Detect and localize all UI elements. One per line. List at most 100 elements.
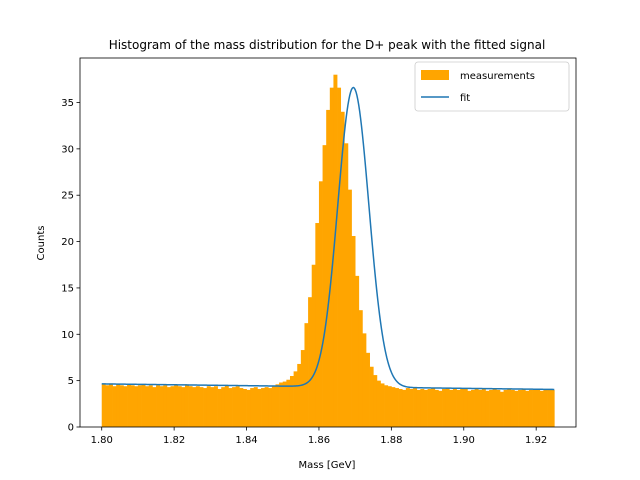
histogram-bar [112, 386, 117, 427]
histogram-bar [394, 388, 399, 427]
histogram-bar [518, 389, 523, 427]
plot-frame [79, 57, 577, 428]
histogram-bar [550, 389, 555, 427]
histogram-bar [413, 388, 418, 427]
histogram-bar [119, 385, 124, 427]
y-tick-label: 10 [61, 330, 74, 341]
histogram-bar [402, 389, 407, 427]
histogram-bar [250, 388, 255, 427]
histogram-bar [159, 386, 164, 427]
histogram-bar [525, 390, 530, 427]
histogram-bar [405, 388, 410, 427]
y-axis-ticks: 0 5 10 15 20 25 30 35 [61, 98, 80, 434]
histogram-bar [261, 388, 265, 427]
histogram-bar [460, 388, 465, 427]
histogram-bar [467, 390, 472, 427]
histogram-bar [279, 382, 284, 427]
histogram-bar [380, 383, 385, 427]
histogram-bar [246, 389, 251, 427]
histogram-bar [130, 385, 135, 427]
fit-line [101, 86, 555, 391]
legend-label-fit: fit [460, 93, 470, 104]
histogram-bar [471, 389, 475, 427]
histogram-bar [308, 297, 313, 427]
histogram-bar [431, 388, 436, 427]
histogram-bar [481, 388, 486, 427]
histogram-bar [514, 390, 519, 427]
histogram-bar [543, 389, 548, 427]
histogram-bar [181, 387, 186, 427]
legend-label-measurements: measurements [460, 71, 535, 82]
histogram-bar [409, 388, 414, 427]
histogram-bar [232, 387, 237, 427]
histogram-bar [337, 87, 342, 428]
histogram-bar [521, 388, 526, 427]
histogram-bar [192, 387, 197, 427]
histogram-bar [177, 386, 182, 427]
y-axis-label: Counts [36, 226, 47, 261]
histogram-bar [166, 387, 171, 427]
histogram-bar [351, 236, 356, 427]
histogram-bar [105, 385, 110, 427]
histogram-bar [369, 366, 374, 427]
histogram-bar [217, 388, 222, 427]
histogram-bar [507, 388, 512, 427]
histogram-bar [333, 74, 338, 427]
histogram-bar [366, 352, 370, 427]
y-tick-label: 25 [61, 191, 74, 202]
histogram-bar [503, 389, 508, 427]
histogram-bar [445, 388, 450, 427]
histogram-bar [224, 385, 229, 427]
histogram-bar [347, 189, 352, 427]
histogram-bar [127, 384, 132, 427]
histogram-bar [362, 333, 367, 427]
histogram-bar [536, 389, 541, 427]
histogram-bar [387, 386, 392, 427]
histogram-bar [456, 389, 461, 427]
histogram-bar [510, 389, 515, 427]
histogram-bar [148, 385, 153, 427]
histogram-bar [268, 388, 273, 427]
histogram-bar [355, 275, 360, 427]
histogram-bar [478, 389, 483, 427]
histogram-bar [199, 387, 204, 427]
y-tick-label: 35 [61, 98, 74, 109]
histogram-bar [145, 386, 150, 427]
y-tick-label: 5 [68, 376, 74, 387]
histogram-bar [271, 386, 276, 427]
histogram-bar [221, 387, 226, 427]
histogram-bar [206, 386, 211, 427]
x-tick-label: 1.88 [380, 435, 402, 446]
histogram-bar [137, 385, 142, 427]
histogram-bar [203, 388, 208, 427]
histogram-bar [398, 388, 403, 427]
histogram-bar [373, 375, 378, 427]
histogram-bar [376, 380, 381, 427]
histogram-bar [423, 389, 428, 427]
histogram-bar [384, 385, 389, 427]
legend: measurements fit [414, 61, 570, 112]
x-tick-label: 1.92 [525, 435, 547, 446]
histogram-bar [275, 384, 280, 427]
histogram-bar [228, 388, 233, 427]
histogram-bar [532, 389, 537, 427]
x-axis-ticks: 1.80 1.82 1.84 1.86 1.88 1.90 1.92 [91, 427, 547, 446]
x-tick-label: 1.90 [453, 435, 475, 446]
y-tick-label: 15 [61, 283, 74, 294]
x-axis-label: Mass [GeV] [299, 460, 356, 471]
histogram-bar [300, 350, 305, 427]
histogram-bar [442, 388, 447, 427]
histogram-bar [463, 388, 468, 427]
histogram-bar [499, 391, 504, 427]
histogram-bar [264, 387, 269, 427]
histogram-bar [452, 388, 457, 427]
histogram-bar [391, 387, 396, 427]
histogram-bar [235, 386, 240, 427]
histogram-bar [344, 143, 349, 428]
y-tick-label: 20 [61, 237, 74, 248]
histogram-bar [141, 384, 146, 427]
histogram-bar [108, 383, 113, 427]
histogram-bar [438, 390, 443, 427]
histogram-bar [427, 388, 432, 427]
histogram-bar [485, 390, 490, 427]
